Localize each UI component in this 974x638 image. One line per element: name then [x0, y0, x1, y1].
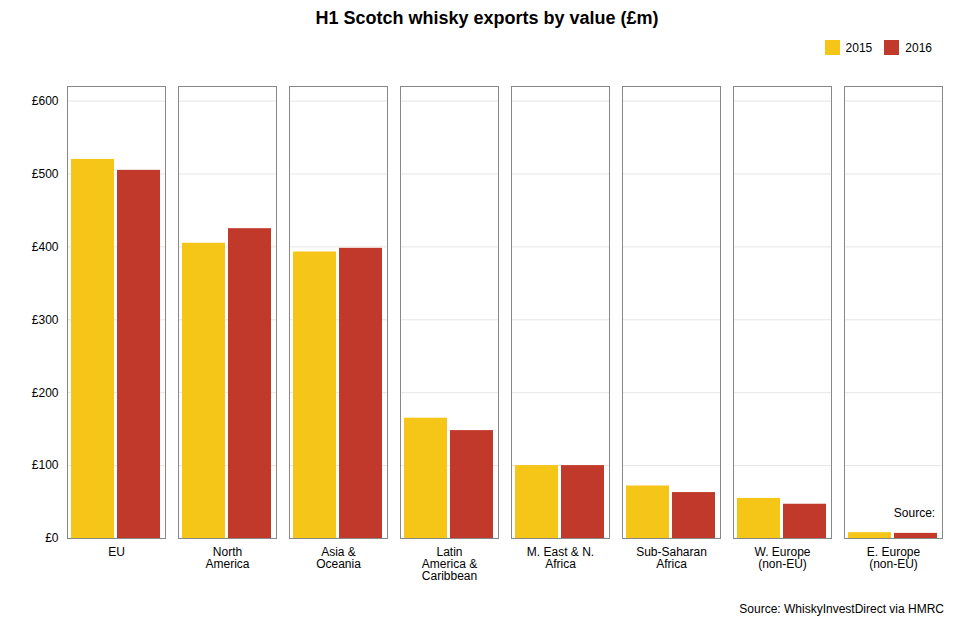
svg-text:Source:: Source: [894, 506, 939, 520]
svg-text:£0: £0 [45, 531, 59, 545]
svg-text:E. Europe(non-EU): E. Europe(non-EU) [867, 545, 921, 571]
svg-text:£300: £300 [32, 313, 59, 327]
svg-text:W. Europe(non-EU): W. Europe(non-EU) [754, 545, 810, 571]
svg-text:£400: £400 [32, 240, 59, 254]
html-text:2016: 2016 [905, 40, 932, 55]
svg-text:£100: £100 [32, 458, 59, 472]
html-text:Source: WhiskyInvestDirect via: Source: WhiskyInvestDirect via HMRC [739, 602, 944, 616]
html-text:H1 Scotch whisky exports by va: H1 Scotch whisky exports by value (£m) [315, 8, 659, 28]
svg-text:M. East & N.Africa: M. East & N.Africa [527, 545, 594, 571]
svg-text:£200: £200 [32, 386, 59, 400]
svg-text:NorthAmerica: NorthAmerica [205, 545, 249, 571]
svg-text:£600: £600 [32, 94, 59, 108]
svg-text:LatinAmerica &Caribbean: LatinAmerica &Caribbean [422, 545, 477, 583]
svg-text:EU: EU [108, 545, 125, 559]
svg-text:Sub-SaharanAfrica: Sub-SaharanAfrica [636, 545, 707, 571]
html-text:2015: 2015 [845, 40, 873, 55]
svg-text:£500: £500 [32, 167, 59, 181]
svg-text:Asia &Oceania: Asia &Oceania [316, 545, 361, 571]
